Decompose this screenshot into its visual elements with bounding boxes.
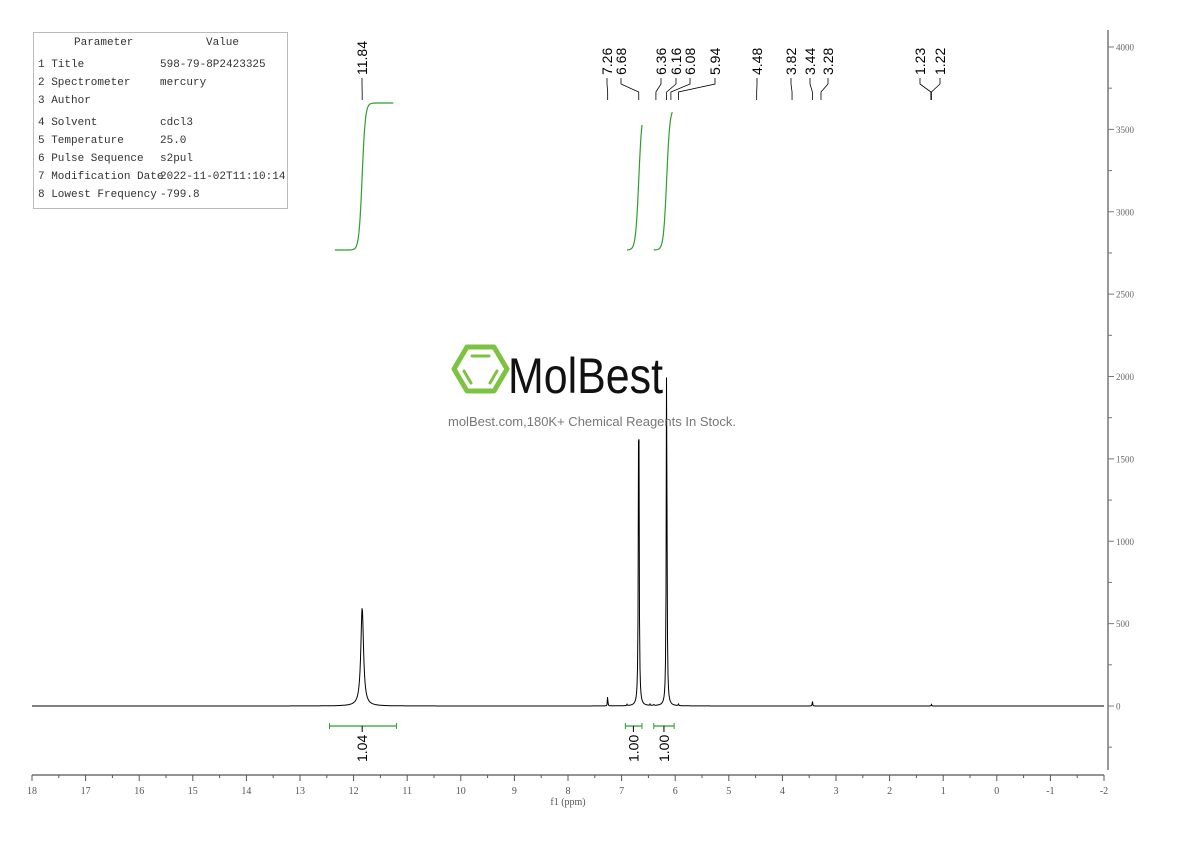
x-tick-label: 5	[726, 786, 731, 797]
peak-label: 6.16	[668, 48, 684, 75]
parameter-header: Parameter	[74, 37, 134, 49]
parameter-label: 1 Title	[38, 59, 85, 71]
peak-label: 3.44	[802, 48, 818, 75]
x-tick-label: 13	[295, 786, 305, 797]
x-tick-label: 15	[188, 786, 198, 797]
hexagon-logo-icon	[451, 344, 510, 394]
parameter-value: -799.8	[160, 189, 200, 201]
x-tick-label: -1	[1046, 786, 1054, 797]
parameter-label: 8 Lowest Frequency	[38, 189, 157, 201]
peak-label: 1.23	[912, 48, 928, 75]
parameter-value: 25.0	[160, 135, 187, 147]
parameter-label: 7 Modification Date	[38, 171, 164, 183]
parameter-value: cdcl3	[160, 117, 194, 129]
peak-label-connector	[790, 78, 793, 100]
molbest-watermark: MolBest molBest.com,180K+ Chemical Reage…	[448, 344, 736, 429]
peak-label-connector	[606, 78, 609, 100]
parameter-label: 6 Pulse Sequence	[38, 153, 144, 165]
parameter-label: 5 Temperature	[38, 135, 124, 147]
peak-label-connector	[919, 78, 932, 100]
value-header: Value	[206, 37, 240, 49]
peak-label: 6.36	[653, 48, 669, 75]
parameter-value: 598-79-8P2423325	[160, 59, 266, 71]
parameter-table: Parameter Value 1 Title 598-79-8P2423325 2…	[33, 32, 288, 209]
y-tick-label: 1000	[1116, 537, 1135, 547]
parameter-value: 2022-11-02T11:10:14	[160, 171, 286, 183]
peak-label: 4.48	[749, 48, 765, 75]
x-tick-label: 17	[81, 786, 91, 797]
peak-label: 11.84	[354, 41, 370, 75]
peak-label: 5.94	[707, 48, 723, 75]
x-tick-label: 16	[134, 786, 144, 797]
peak-label: 3.82	[783, 48, 799, 75]
y-tick-label: 3500	[1116, 125, 1135, 135]
x-tick-label: 3	[834, 786, 839, 797]
x-tick-label: 12	[349, 786, 359, 797]
peak-label-connector	[666, 78, 677, 100]
x-tick-label: 2	[887, 786, 892, 797]
integral-curve	[653, 111, 673, 251]
x-tick-label: 7	[619, 786, 624, 797]
y-tick-label: 500	[1116, 619, 1130, 629]
peak-label-connector	[820, 78, 829, 100]
integral-value: 1.04	[354, 735, 370, 762]
peak-label: 6.08	[682, 48, 698, 75]
integral-curve	[627, 124, 643, 251]
parameter-label: 4 Solvent	[38, 117, 98, 129]
watermark-logo-text: MolBest	[508, 348, 663, 404]
y-tick-label: 0	[1116, 702, 1121, 712]
x-tick-label: -2	[1100, 786, 1108, 797]
peak-label-connector	[670, 78, 691, 100]
y-tick-label: 4000	[1116, 43, 1135, 53]
x-tick-label: 4	[780, 786, 785, 797]
integral-value: 1.00	[625, 735, 641, 762]
y-tick-label: 2500	[1116, 290, 1135, 300]
peak-label-connector	[655, 78, 662, 100]
parameter-label: 2 Spectrometer	[38, 77, 131, 89]
x-tick-label: 6	[673, 786, 678, 797]
y-tick-label: 3000	[1116, 207, 1135, 217]
parameter-label: 3 Author	[38, 95, 91, 107]
watermark-tagline: molBest.com,180K+ Chemical Reagents In S…	[448, 414, 736, 429]
x-tick-label: 14	[241, 786, 251, 797]
parameter-value: s2pul	[160, 153, 194, 165]
x-tick-label: 0	[994, 786, 999, 797]
peak-label: 1.22	[932, 48, 948, 75]
peak-label: 6.68	[613, 48, 629, 75]
peak-label-connector	[931, 78, 941, 100]
x-tick-label: 10	[456, 786, 466, 797]
integral-value: 1.00	[656, 735, 672, 762]
peak-label-connector	[678, 78, 716, 100]
x-tick-label: 18	[27, 786, 37, 797]
integral-curve	[334, 102, 394, 251]
x-tick-label: 8	[566, 786, 571, 797]
peak-label-connector	[809, 78, 813, 100]
peak-label: 3.28	[820, 48, 836, 75]
parameter-value: mercury	[160, 77, 207, 89]
peak-label: 7.26	[599, 48, 615, 75]
x-tick-label: 1	[941, 786, 946, 797]
x-axis-label: f1 (ppm)	[550, 797, 585, 808]
peak-label-connector	[620, 78, 640, 100]
y-tick-label: 2000	[1116, 372, 1135, 382]
x-tick-label: 11	[402, 786, 412, 797]
spectrum-line	[32, 377, 1104, 707]
y-tick-label: 1500	[1116, 454, 1135, 464]
x-tick-label: 9	[512, 786, 517, 797]
